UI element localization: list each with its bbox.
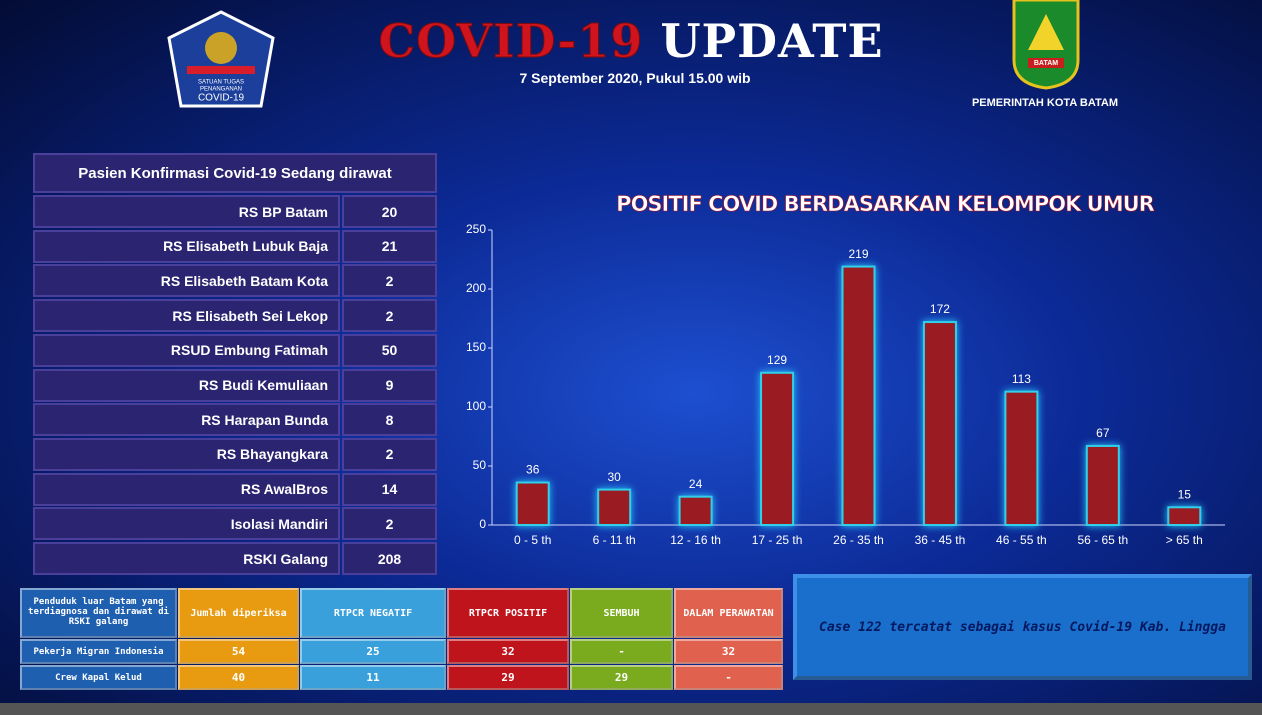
- table-cell: -: [570, 639, 673, 664]
- column-header: SEMBUH: [570, 588, 673, 638]
- bar: [1167, 506, 1202, 526]
- logo-text: SATUAN TUGAS: [198, 80, 244, 86]
- date: 7 September 2020, Pukul 15.00 wib: [519, 70, 751, 86]
- chart-title: POSITIF COVID BERDASARKAN KELOMPOK UMUR: [616, 192, 1154, 216]
- y-tick-label: 200: [466, 281, 486, 295]
- table-cell: 32: [447, 639, 569, 664]
- hospital-name: RSKI Galang: [33, 542, 340, 575]
- value-label: 15: [1178, 487, 1192, 501]
- hospital-count: 8: [342, 403, 437, 437]
- hospital-count: 20: [342, 195, 437, 228]
- y-tick-label: 100: [466, 399, 486, 413]
- table-cell: -: [674, 665, 783, 690]
- logo-text: BATAM: [1034, 60, 1058, 67]
- table-cell: 11: [300, 665, 446, 690]
- y-tick-label: 0: [479, 517, 486, 531]
- bar: [922, 321, 957, 527]
- table-cell: 32: [674, 639, 783, 664]
- value-label: 36: [526, 463, 540, 477]
- value-label: 129: [767, 353, 787, 367]
- hospital-name: RS Harapan Bunda: [33, 403, 340, 437]
- hospital-count: 208: [342, 542, 437, 575]
- hospital-name: RS Elisabeth Lubuk Baja: [33, 229, 340, 263]
- hospital-name: RS Budi Kemuliaan: [33, 368, 340, 402]
- bar: [515, 481, 550, 526]
- hospital-count: 14: [342, 472, 437, 506]
- value-label: 30: [607, 470, 621, 484]
- logo-text: COVID-19: [198, 93, 245, 104]
- value-label: 24: [689, 477, 703, 491]
- note-box: Case 122 tercatat sebagai kasus Covid-19…: [793, 574, 1252, 680]
- y-tick-label: 250: [466, 222, 486, 236]
- hospital-count: 2: [342, 299, 437, 333]
- hospital-name: RSUD Embung Fatimah: [33, 333, 340, 367]
- x-tick-label: 56 - 65 th: [1077, 533, 1128, 547]
- bar: [1085, 444, 1120, 526]
- column-header: Penduduk luar Batam yang terdiagnosa dan…: [20, 588, 177, 638]
- x-tick-label: > 65 th: [1166, 533, 1203, 547]
- x-tick-label: 6 - 11 th: [593, 533, 636, 547]
- value-label: 113: [1012, 372, 1031, 386]
- value-label: 67: [1096, 426, 1110, 440]
- logo-right: BATAM: [1012, 0, 1080, 90]
- hospital-name: RS Elisabeth Sei Lekop: [33, 299, 340, 333]
- bar: [597, 488, 632, 527]
- bar: [760, 371, 795, 526]
- right-caption: PEMERINTAH KOTA BATAM: [971, 97, 1119, 109]
- hospital-count: 50: [342, 333, 437, 367]
- title-red: COVID-19: [378, 14, 644, 69]
- value-label: 219: [848, 247, 868, 261]
- table-header: Pasien Konfirmasi Covid-19 Sedang dirawa…: [33, 153, 437, 193]
- row-label: Pekerja Migran Indonesia: [20, 639, 177, 664]
- main-title: COVID-19 UPDATE: [0, 14, 1262, 69]
- hospital-count: 2: [342, 507, 437, 541]
- column-header: RTPCR NEGATIF: [300, 588, 446, 638]
- x-tick-label: 0 - 5 th: [514, 533, 551, 547]
- y-tick-label: 50: [473, 458, 487, 472]
- table-cell: 54: [178, 639, 299, 664]
- row-label: Crew Kapal Kelud: [20, 665, 177, 690]
- y-tick-label: 150: [466, 340, 486, 354]
- column-header: RTPCR POSITIF: [447, 588, 569, 638]
- title-white: UPDATE: [660, 14, 884, 68]
- hospital-name: RS Bhayangkara: [33, 437, 340, 471]
- column-header: Jumlah diperiksa: [178, 588, 299, 638]
- table-cell: 40: [178, 665, 299, 690]
- table-cell: 29: [447, 665, 569, 690]
- chart: POSITIF COVID BERDASARKAN KELOMPOK UMUR …: [466, 191, 1225, 547]
- footer-bar: [0, 703, 1262, 715]
- hospital-count: 21: [342, 229, 437, 263]
- hospital-name: RS Elisabeth Batam Kota: [33, 264, 340, 298]
- x-tick-label: 12 - 16 th: [670, 533, 721, 547]
- x-tick-label: 36 - 45 th: [915, 533, 966, 547]
- hospital-count: 2: [342, 264, 437, 298]
- logo-left: SATUAN TUGAS PENANGANAN COVID-19: [167, 10, 275, 108]
- x-tick-label: 46 - 55 th: [996, 533, 1047, 547]
- hospital-count: 9: [342, 368, 437, 402]
- bar: [841, 265, 876, 526]
- hospital-count: 2: [342, 437, 437, 471]
- table-cell: 25: [300, 639, 446, 664]
- table-cell: 29: [570, 665, 673, 690]
- hospital-name: Isolasi Mandiri: [33, 507, 340, 541]
- bar: [678, 495, 713, 526]
- logo-text: PENANGANAN: [200, 87, 242, 93]
- value-label: 172: [930, 302, 950, 316]
- hospital-name: RS BP Batam: [33, 195, 340, 228]
- hospital-name: RS AwalBros: [33, 472, 340, 506]
- x-tick-label: 17 - 25 th: [752, 533, 803, 547]
- x-tick-label: 26 - 35 th: [833, 533, 884, 547]
- column-header: DALAM PERAWATAN: [674, 588, 783, 638]
- bar: [1004, 390, 1039, 526]
